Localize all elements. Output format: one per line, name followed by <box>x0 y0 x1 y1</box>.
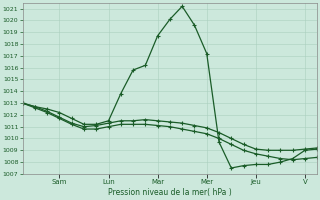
X-axis label: Pression niveau de la mer( hPa ): Pression niveau de la mer( hPa ) <box>108 188 232 197</box>
